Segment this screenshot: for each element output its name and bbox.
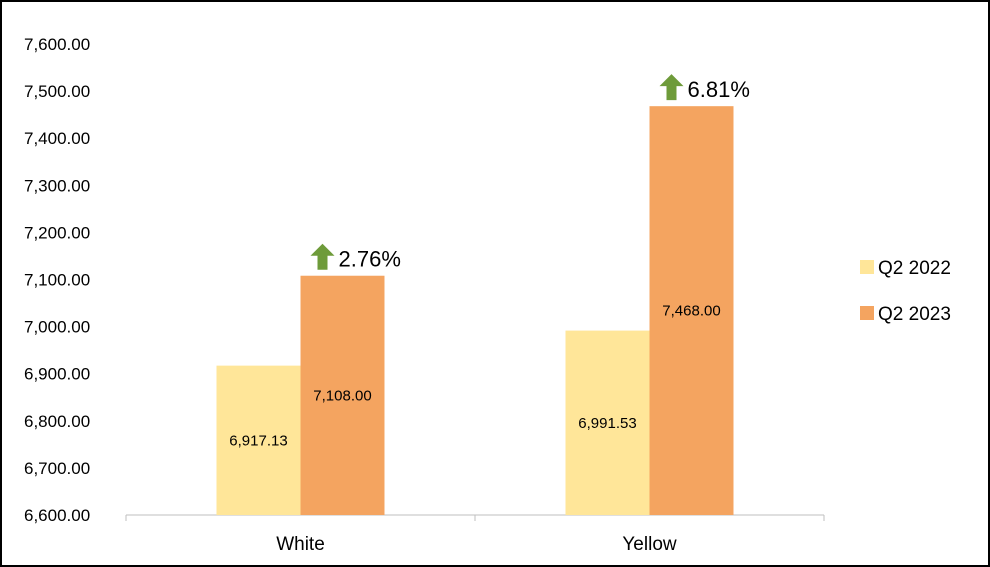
y-tick-label: 7,000.00 <box>24 318 90 337</box>
legend-swatch-q2-2023 <box>860 306 874 320</box>
annotation-label: 2.76% <box>339 247 401 272</box>
up-arrow-icon <box>310 243 335 270</box>
data-label: 6,991.53 <box>578 415 636 432</box>
x-category-label: Yellow <box>622 534 677 555</box>
legend-label: Q2 2022 <box>878 258 951 279</box>
y-tick-label: 7,500.00 <box>24 82 90 101</box>
y-tick-label: 7,100.00 <box>24 271 90 290</box>
bar-q2-2023-white <box>300 275 385 515</box>
y-tick-label: 6,800.00 <box>24 412 90 431</box>
y-tick-label: 6,900.00 <box>24 365 90 384</box>
y-tick-label: 7,400.00 <box>24 129 90 148</box>
bar-q2-2022-yellow <box>565 330 650 515</box>
y-tick-label: 7,600.00 <box>24 35 90 54</box>
up-arrow-icon <box>659 74 684 101</box>
annotation-label: 6.81% <box>688 77 750 102</box>
legend-swatch-q2-2022 <box>860 260 874 274</box>
y-tick-label: 7,200.00 <box>24 223 90 242</box>
bar-q2-2023-yellow <box>649 106 734 515</box>
data-label: 7,468.00 <box>662 303 720 320</box>
y-tick-label: 6,700.00 <box>24 459 90 478</box>
data-label: 7,108.00 <box>313 387 371 404</box>
y-tick-label: 7,300.00 <box>24 176 90 195</box>
legend-label: Q2 2023 <box>878 304 951 325</box>
data-label: 6,917.13 <box>229 432 287 449</box>
y-tick-label: 6,600.00 <box>24 506 90 525</box>
bar-q2-2022-white <box>216 365 301 515</box>
x-category-label: White <box>276 534 325 555</box>
